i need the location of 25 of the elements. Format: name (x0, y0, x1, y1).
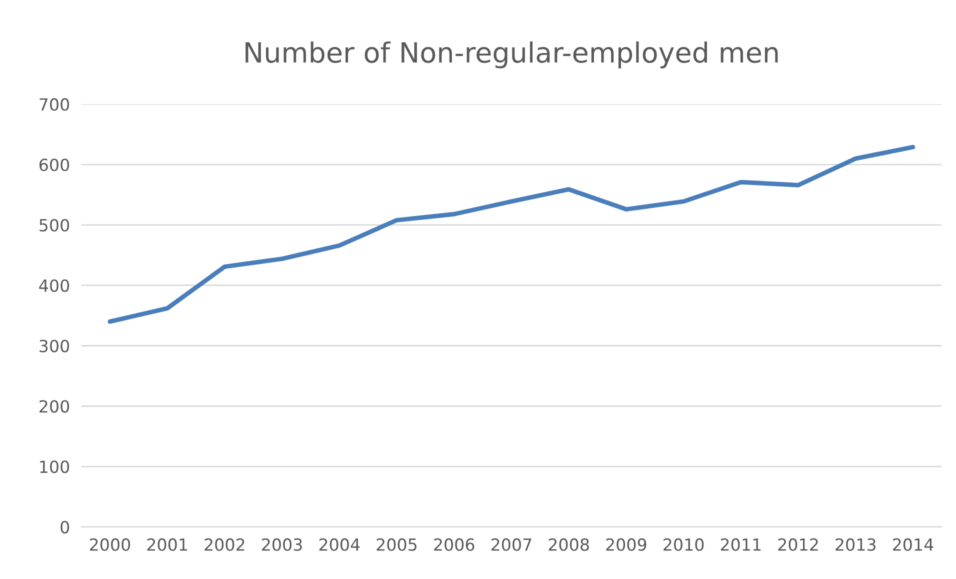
x-tick-label: 2000 (90, 538, 130, 551)
y-tick-label: 200 (40, 400, 70, 413)
y-tick-label: 100 (40, 460, 70, 474)
y-tick-label: 300 (40, 340, 70, 352)
chart-title: Number of Non-regular-employed men (246, 41, 778, 68)
x-tick-label: 2005 (376, 538, 416, 551)
x-tick-label: 2012 (778, 538, 818, 551)
x-tick-label: 2011 (720, 538, 761, 551)
line-series (108, 144, 916, 324)
x-tick-label: 2009 (606, 538, 646, 551)
x-tick-label: 2004 (319, 538, 360, 551)
x-tick-label: 2006 (434, 538, 474, 551)
y-tick-label: 400 (39, 279, 70, 292)
x-tick-label: 2010 (664, 538, 704, 551)
x-tick-label: 2007 (491, 538, 532, 551)
x-tick-label: 2008 (548, 538, 589, 551)
x-tick-label: 2014 (892, 538, 934, 551)
x-tick-label: 2013 (836, 538, 876, 551)
x-tick-label: 2002 (204, 538, 244, 551)
y-tick-label: 600 (40, 158, 70, 172)
y-tick-label: 700 (40, 98, 70, 111)
y-tick-label: 500 (40, 218, 70, 232)
y-tick-label: 0 (60, 520, 70, 534)
x-tick-label: 2003 (262, 538, 302, 551)
x-tick-label: 2001 (147, 538, 187, 551)
